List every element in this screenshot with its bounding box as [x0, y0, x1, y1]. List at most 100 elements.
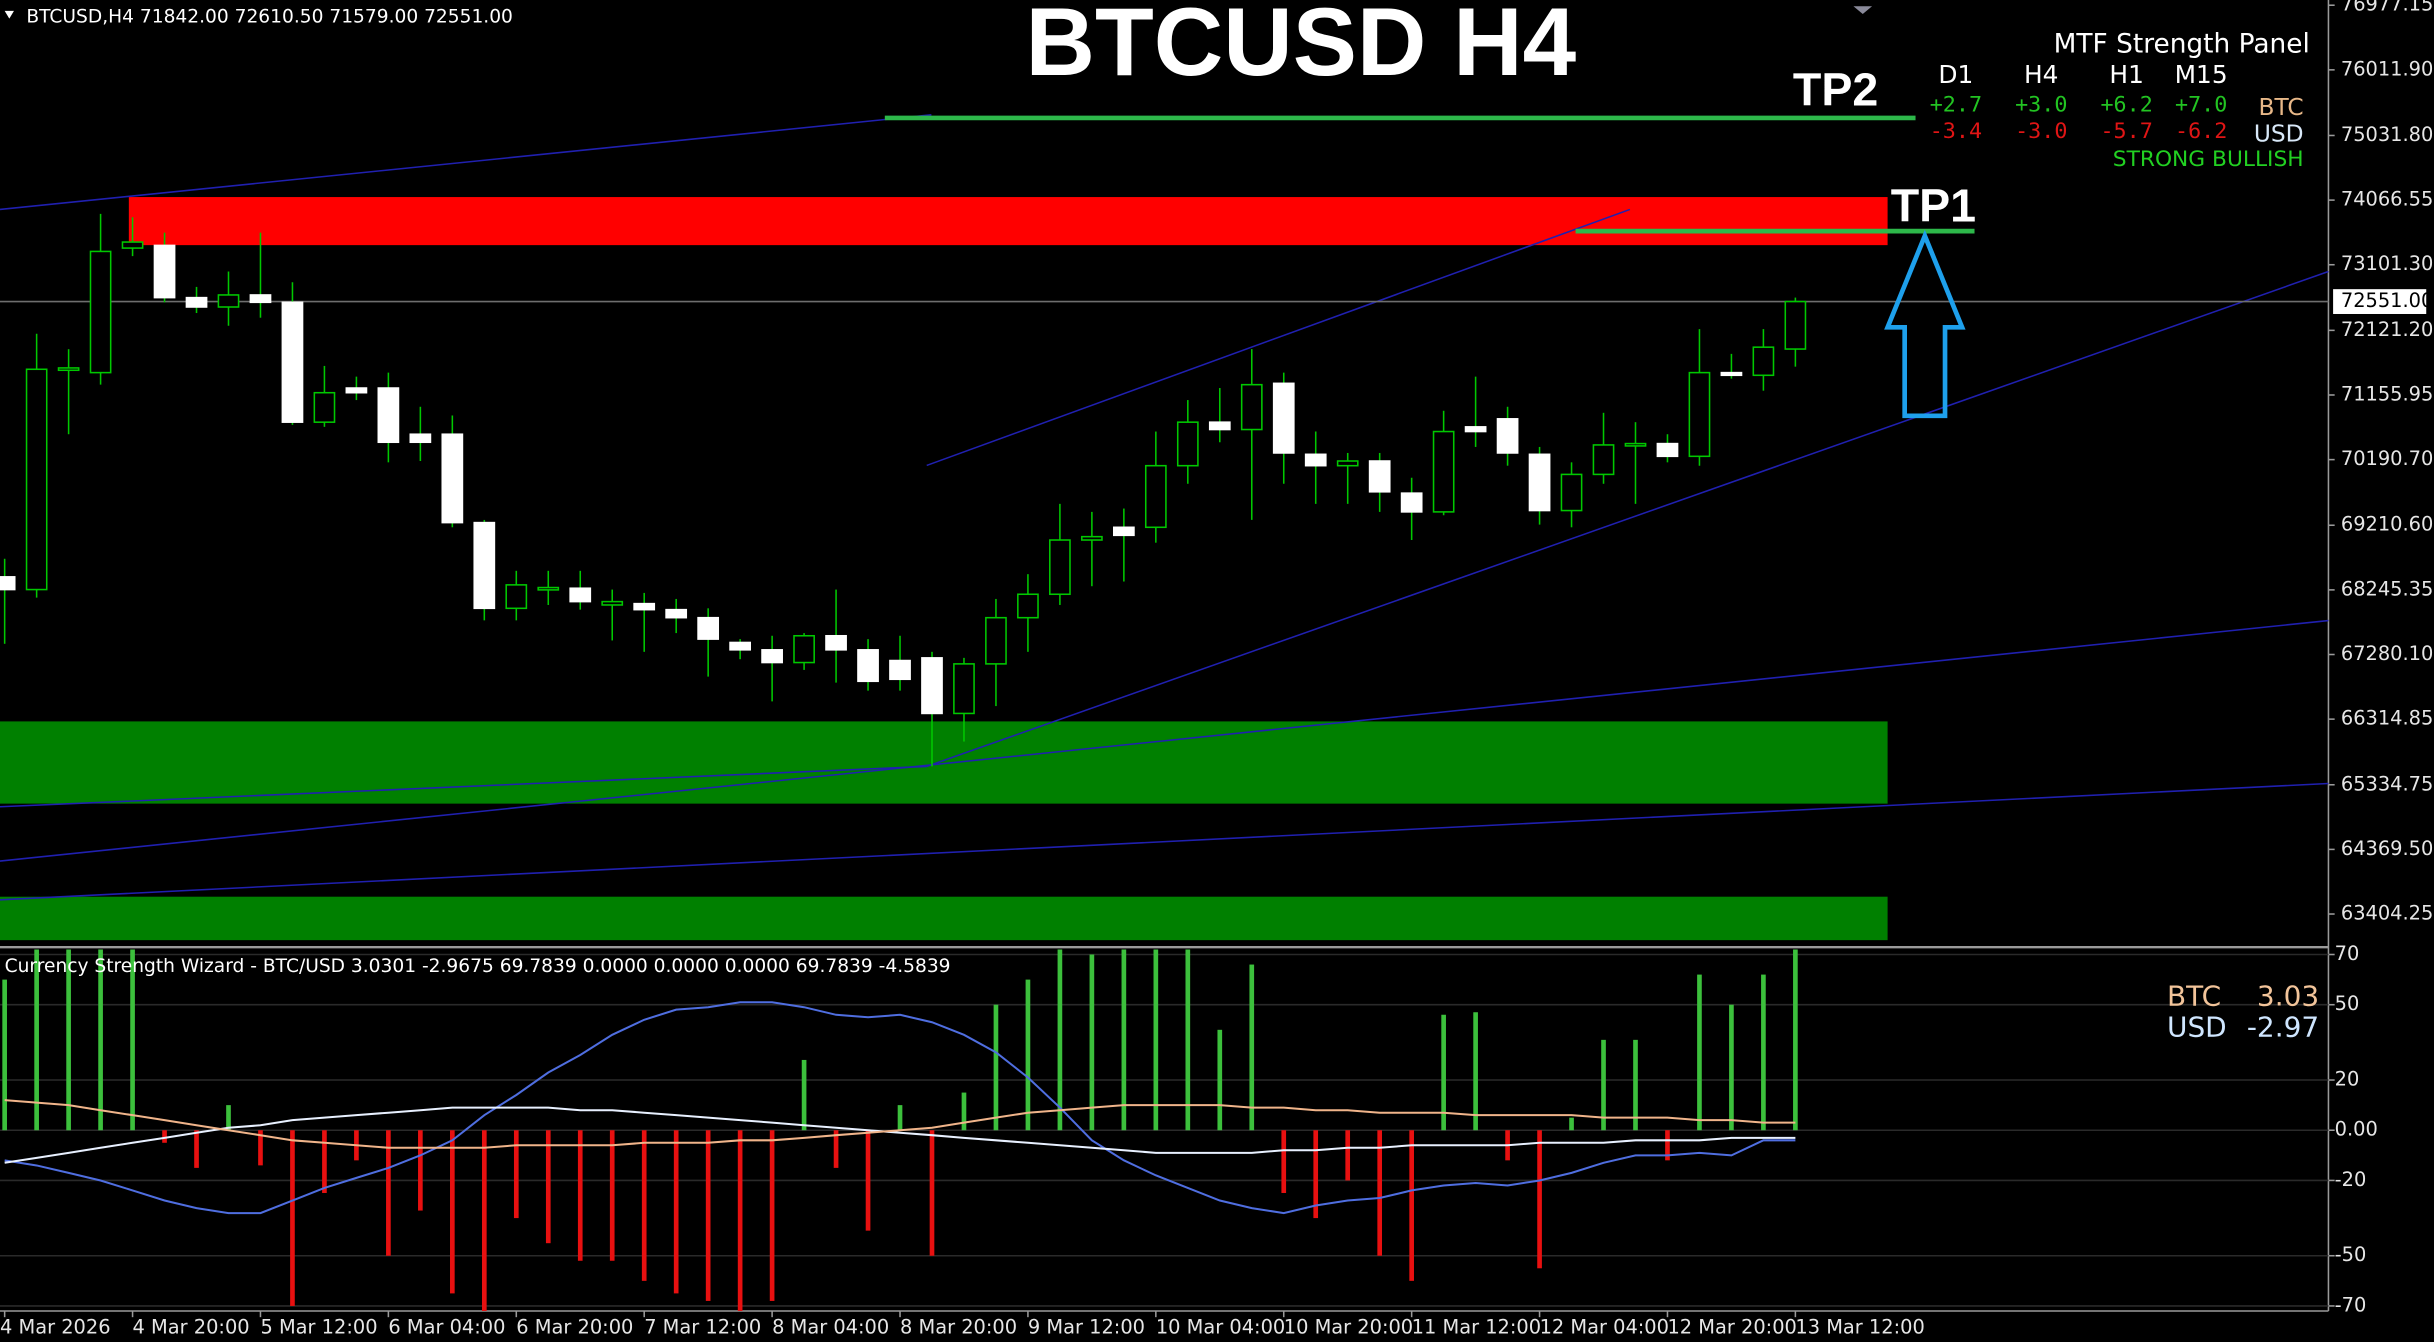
strength-bar: [897, 1105, 903, 1131]
strength-bar: [1729, 1004, 1734, 1131]
strength-bar: [1793, 949, 1798, 1131]
strength-bar: [609, 1130, 615, 1261]
panel-value: +6.2: [2100, 93, 2152, 118]
strength-bar: [1185, 949, 1191, 1131]
strength-bar: [513, 1130, 519, 1219]
panel-value: -5.7: [2100, 119, 2152, 144]
trend-line: [0, 782, 2329, 901]
candle-body: [1592, 444, 1615, 476]
y-tick-label: 72121.20: [2341, 318, 2433, 341]
strength-bar: [801, 1059, 807, 1131]
candle-body: [281, 301, 304, 423]
strength-bar: [1345, 1130, 1351, 1181]
legend-value: 3.03: [2257, 980, 2319, 1013]
strength-bar: [1473, 1012, 1478, 1131]
y-tick-label: 68245.35: [2341, 577, 2433, 600]
zone: [128, 197, 1888, 246]
candle-body: [889, 659, 911, 681]
strength-bar: [1665, 1130, 1670, 1161]
strength-bar: [450, 1130, 455, 1294]
strength-bar: [162, 1130, 167, 1143]
candle-body: [121, 241, 144, 249]
target-label: TP2: [1793, 63, 1878, 115]
x-tick-label: 10 Mar 20:00: [1284, 1316, 1413, 1339]
strength-bar: [34, 949, 39, 1131]
panel-value: -6.2: [2175, 119, 2227, 144]
strength-bar: [418, 1130, 423, 1211]
strength-bar: [1089, 954, 1095, 1131]
strength-bar: [1601, 1039, 1606, 1131]
candle-body: [1464, 426, 1487, 433]
y-tick-label: 70190.70: [2341, 447, 2433, 470]
panel-title: MTF Strength Panel: [2054, 29, 2310, 59]
candle-body: [1784, 300, 1807, 350]
strength-bar: [1025, 979, 1031, 1131]
strength-bar: [993, 1004, 999, 1131]
candle-body: [89, 250, 112, 374]
panel-value: -3.4: [1930, 119, 1982, 144]
x-tick-label: 6 Mar 04:00: [388, 1316, 505, 1339]
candle-body: [793, 634, 815, 664]
candle-body: [57, 367, 80, 372]
strength-bar: [705, 1130, 711, 1301]
y-tick-label: 65334.75: [2341, 772, 2433, 795]
symbol-header: BTCUSD,H4 71842.00 72610.50 71579.00 725…: [26, 7, 513, 28]
legend-name: USD: [2167, 1011, 2227, 1044]
x-tick-label: 10 Mar 04:00: [1156, 1316, 1285, 1339]
y-tick-label: 69210.60: [2341, 513, 2433, 536]
strength-bar: [1633, 1039, 1638, 1131]
candle-body: [697, 616, 720, 640]
panel-column: H1: [2109, 60, 2143, 89]
candle-body: [569, 587, 592, 603]
candle-body: [1240, 383, 1263, 431]
candle-body: [1400, 492, 1423, 513]
strength-bar: [577, 1130, 583, 1261]
strength-bar: [1377, 1130, 1383, 1256]
trend-line: [0, 619, 2329, 862]
candle-body: [1432, 430, 1455, 513]
trend-line: [0, 114, 932, 211]
legend-value: -2.97: [2247, 1011, 2319, 1044]
candle-body: [185, 296, 208, 308]
candle-body: [345, 387, 368, 394]
candle-body: [729, 641, 752, 651]
strength-bar: [98, 949, 103, 1131]
candle-body: [0, 576, 16, 591]
candle-body: [1656, 442, 1679, 458]
strength-bar: [2, 979, 7, 1131]
candle-body: [377, 387, 400, 444]
candle-body: [921, 657, 943, 715]
trend-line: [926, 208, 1631, 467]
strength-line: [4, 1106, 1796, 1164]
y-tick-label: 63404.25: [2341, 902, 2433, 925]
strength-bar: [769, 1130, 775, 1301]
panel-row-label: USD: [2254, 120, 2304, 147]
y-tick-label: 20: [2335, 1068, 2360, 1091]
candle-body: [825, 634, 847, 651]
x-tick-label: 12 Mar 20:00: [1667, 1316, 1796, 1339]
y-tick-label: 71155.95: [2341, 382, 2433, 405]
y-tick-label: 67280.10: [2341, 642, 2433, 665]
strength-bar: [1409, 1130, 1414, 1281]
candle-body: [1272, 382, 1295, 454]
strength-bar: [737, 1130, 743, 1311]
strength-bar: [833, 1130, 839, 1168]
strength-bar: [290, 1130, 295, 1306]
y-tick-label: 66314.85: [2341, 707, 2433, 730]
panel-column: D1: [1938, 60, 1973, 89]
strength-bar: [481, 1130, 487, 1311]
strength-bar: [545, 1130, 551, 1244]
candle-body: [633, 602, 656, 611]
x-tick-label: 4 Mar 2026: [0, 1316, 111, 1339]
panel-value: +2.7: [1930, 93, 1982, 118]
x-tick-label: 8 Mar 04:00: [772, 1316, 889, 1339]
strength-bar: [322, 1130, 327, 1193]
panel-column: H4: [2024, 60, 2058, 89]
panel-value: +7.0: [2175, 93, 2227, 118]
candle-body: [441, 433, 464, 524]
y-tick-label: -70: [2335, 1293, 2367, 1316]
candle-body: [1336, 460, 1359, 467]
strength-bar: [1249, 964, 1255, 1131]
